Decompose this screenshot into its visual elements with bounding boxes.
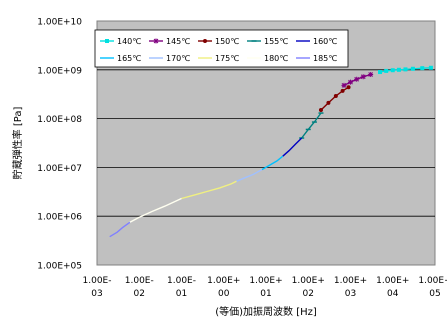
x-tick-label: 03	[345, 289, 356, 299]
series-1	[378, 65, 433, 75]
legend-label: 145℃	[166, 37, 190, 46]
data-point	[428, 65, 433, 70]
series-5	[282, 137, 303, 157]
series-2	[341, 72, 374, 88]
data-point	[326, 100, 331, 105]
data-point	[403, 67, 408, 72]
legend-item: 155℃	[247, 37, 288, 46]
legend-items: 140℃ 145℃ 150℃ 155℃ 160℃ 165℃ 170℃ 175℃ 180℃ 185℃	[100, 37, 337, 63]
legend-box	[94, 29, 349, 68]
legend-label: 160℃	[313, 37, 337, 46]
legend-item: 140℃	[100, 37, 141, 46]
legend-item: 165℃	[100, 54, 141, 63]
data-point	[346, 85, 351, 90]
x-tick-label: 1.00E+	[334, 276, 367, 286]
x-tick-label: 1.00E+	[249, 276, 282, 286]
series-layer	[109, 65, 433, 238]
x-axis-label: (等価)加振周波数 [Hz]	[215, 305, 317, 318]
x-tick-label: 1.00E+	[376, 276, 409, 286]
x-tick-label: 1.00E+	[418, 276, 447, 286]
data-point	[420, 66, 425, 71]
data-point	[360, 74, 366, 80]
series-8	[181, 180, 237, 200]
legend-marker	[153, 38, 159, 44]
series-line	[282, 137, 303, 157]
legend-label: 185℃	[313, 54, 337, 63]
legend-marker	[105, 39, 109, 43]
data-point	[410, 66, 415, 71]
series-line	[301, 112, 322, 139]
data-point	[340, 88, 345, 93]
y-tick-label: 1.00E+06	[37, 213, 82, 223]
y-tick-label: 1.00E+08	[37, 115, 82, 125]
legend-label: 155℃	[264, 37, 288, 46]
x-tick-label: 02	[134, 289, 145, 299]
legend-item: 150℃	[198, 37, 239, 46]
legend-label: 175℃	[215, 54, 239, 63]
legend-label: 150℃	[215, 37, 239, 46]
x-tick-label: 04	[387, 289, 399, 299]
data-point	[396, 67, 401, 72]
series-line	[181, 180, 237, 200]
legend-item: 185℃	[296, 54, 337, 63]
data-point	[390, 68, 395, 73]
series-line	[129, 197, 182, 223]
series-6	[261, 155, 284, 171]
data-point	[341, 82, 347, 88]
data-point	[333, 94, 338, 99]
legend-item: 180℃	[247, 54, 288, 63]
series-3	[318, 85, 351, 113]
x-tick-label: 1.00E-	[83, 276, 112, 286]
series-10	[109, 221, 131, 238]
legend-label: 165℃	[117, 54, 141, 63]
x-tick-label: 02	[303, 289, 314, 299]
x-tick-labels: 1.00E- 03 1.00E- 02 1.00E- 01 1.00E+ 00 1.00E+ 01…	[83, 276, 447, 299]
legend-item: 160℃	[296, 37, 337, 46]
legend-marker	[203, 39, 207, 43]
x-tick-label: 03	[91, 289, 102, 299]
x-tick-label: 1.00E+	[292, 276, 325, 286]
legend-item: 145℃	[149, 37, 190, 46]
x-tick-label: 05	[429, 289, 440, 299]
x-tick-label: 1.00E+	[207, 276, 240, 286]
x-tick-label: 00	[218, 289, 230, 299]
data-point	[368, 72, 374, 78]
data-point	[318, 108, 323, 113]
legend-label: 180℃	[264, 54, 288, 63]
y-tick-label: 1.00E+05	[37, 262, 82, 272]
x-tick-label: 01	[176, 289, 187, 299]
series-line	[109, 221, 131, 238]
legend-item: 175℃	[198, 54, 239, 63]
y-tick-labels: 1.00E+05 1.00E+06 1.00E+07 1.00E+08 1.00E+09…	[37, 18, 82, 272]
series-7	[236, 168, 263, 182]
data-point	[378, 70, 383, 75]
y-tick-label: 1.00E+07	[37, 164, 82, 174]
legend-label: 170℃	[166, 54, 190, 63]
y-tick-label: 1.00E+10	[37, 18, 82, 28]
series-line	[236, 168, 263, 182]
y-tick-label: 1.00E+09	[37, 66, 82, 76]
y-axis-label: 貯蔵弾性率 [Pa]	[11, 107, 24, 180]
data-point	[384, 68, 389, 73]
series-9	[129, 197, 182, 223]
legend: 140℃ 145℃ 150℃ 155℃ 160℃ 165℃ 170℃ 175℃ 180℃ 185℃	[94, 29, 349, 68]
legend-label: 140℃	[117, 37, 141, 46]
x-tick-label: 1.00E-	[125, 276, 154, 286]
series-line	[261, 155, 284, 171]
x-tick-label: 01	[260, 289, 271, 299]
x-tick-label: 1.00E-	[167, 276, 196, 286]
legend-item: 170℃	[149, 54, 190, 63]
data-point	[354, 76, 360, 82]
data-point	[348, 79, 353, 85]
